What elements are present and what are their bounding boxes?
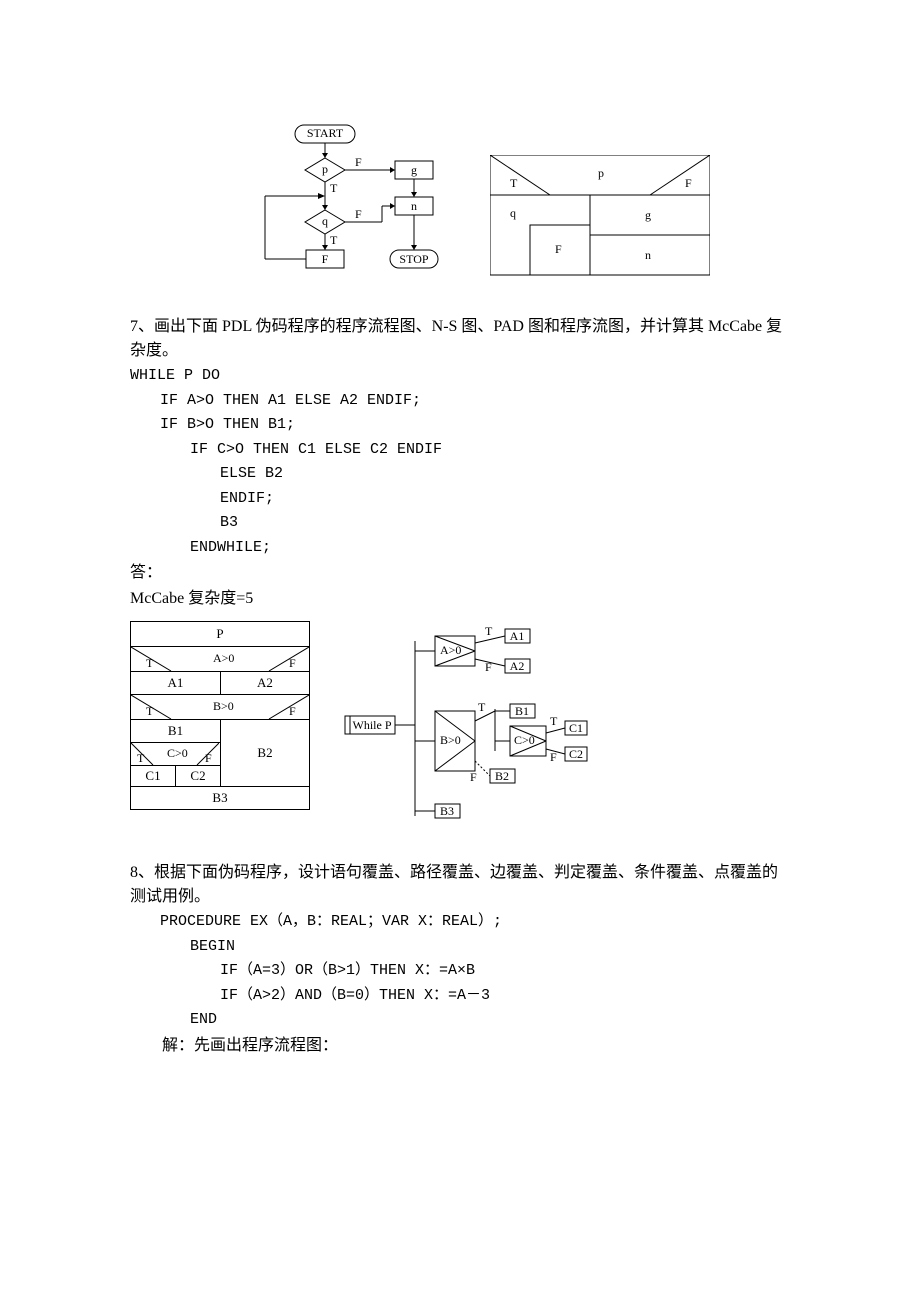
g-label: g — [411, 163, 417, 177]
svg-text:B3: B3 — [440, 804, 454, 818]
svg-text:T: T — [146, 704, 154, 718]
q7-line-6: B3 — [130, 512, 790, 535]
q7-line-3: IF C>O THEN C1 ELSE C2 ENDIF — [130, 439, 790, 462]
q7-mccabe: McCabe 复杂度=5 — [130, 587, 790, 611]
svg-text:A1: A1 — [510, 629, 525, 643]
q8-line-0: PROCEDURE EX（A，B：REAL；VAR X：REAL）; — [130, 911, 790, 934]
svg-text:B2: B2 — [495, 769, 509, 783]
q-false-label: F — [355, 207, 362, 221]
q8-line-4: END — [130, 1009, 790, 1032]
q8-line-3: IF（A>2）AND（B=0）THEN X：=A－3 — [130, 985, 790, 1008]
svg-text:T: T — [485, 624, 493, 638]
svg-text:C>0: C>0 — [167, 746, 188, 760]
ns1-q: q — [510, 206, 516, 220]
svg-text:C2: C2 — [569, 747, 583, 761]
q8-title: 8、根据下面伪码程序，设计语句覆盖、路径覆盖、边覆盖、判定覆盖、条件覆盖、点覆盖… — [130, 861, 790, 909]
ns-chart-2: P T A>0 F A1 A2 — [130, 621, 310, 841]
svg-text:F: F — [205, 751, 212, 765]
q8-solution: 解：先画出程序流程图： — [130, 1034, 790, 1058]
q7-line-1: IF A>O THEN A1 ELSE A2 ENDIF; — [130, 390, 790, 413]
svg-text:A2: A2 — [510, 659, 525, 673]
svg-text:T: T — [137, 751, 145, 765]
svg-text:T: T — [478, 700, 486, 714]
pad-chart: While P A>0 T A1 F A2 B>0 T — [340, 621, 600, 841]
svg-text:F: F — [485, 660, 492, 674]
ns1-f: F — [685, 176, 692, 190]
p-false-label: F — [355, 155, 362, 169]
q8-line-2: IF（A=3）OR（B>1）THEN X：=A×B — [130, 960, 790, 983]
svg-text:While P: While P — [353, 718, 392, 732]
q-true-label: T — [330, 233, 338, 247]
p-label: p — [322, 162, 328, 176]
svg-text:F: F — [470, 770, 477, 784]
svg-text:C>0: C>0 — [514, 733, 535, 747]
flowchart-1: START p F g n STOP T — [210, 120, 460, 290]
q7-line-2: IF B>O THEN B1; — [130, 414, 790, 437]
ns-chart-1: T p F q g n F — [490, 155, 710, 295]
svg-text:B>0: B>0 — [440, 733, 461, 747]
n-label: n — [411, 199, 417, 213]
svg-text:T: T — [146, 656, 154, 670]
svg-text:C1: C1 — [569, 721, 583, 735]
svg-text:A>0: A>0 — [213, 651, 234, 665]
ns1-n: n — [645, 248, 651, 262]
q7-line-7: ENDWHILE; — [130, 537, 790, 560]
q-label: q — [322, 214, 328, 228]
svg-text:A>0: A>0 — [440, 643, 461, 657]
f-box-label: F — [322, 252, 329, 266]
svg-text:B1: B1 — [515, 704, 529, 718]
q7-line-5: ENDIF; — [130, 488, 790, 511]
svg-text:F: F — [550, 750, 557, 764]
q8-line-1: BEGIN — [130, 936, 790, 959]
ns1-g: g — [645, 208, 651, 222]
q7-line-4: ELSE B2 — [130, 463, 790, 486]
ns1-t: T — [510, 176, 518, 190]
ns1-fbox: F — [555, 242, 562, 256]
start-label: START — [307, 126, 344, 140]
q7-title: 7、画出下面 PDL 伪码程序的程序流程图、N-S 图、PAD 图和程序流图，并… — [130, 315, 790, 363]
svg-text:F: F — [289, 656, 296, 670]
figure-row-2: P T A>0 F A1 A2 — [130, 621, 790, 841]
stop-label: STOP — [399, 252, 428, 266]
p-true-label: T — [330, 181, 338, 195]
q7-line-0: WHILE P DO — [130, 365, 790, 388]
figure-row-1: START p F g n STOP T — [130, 120, 790, 295]
svg-text:F: F — [289, 704, 296, 718]
ns1-p: p — [598, 166, 604, 180]
svg-text:T: T — [550, 714, 558, 728]
svg-text:B>0: B>0 — [213, 699, 234, 713]
q7-answer-label: 答： — [130, 561, 790, 585]
